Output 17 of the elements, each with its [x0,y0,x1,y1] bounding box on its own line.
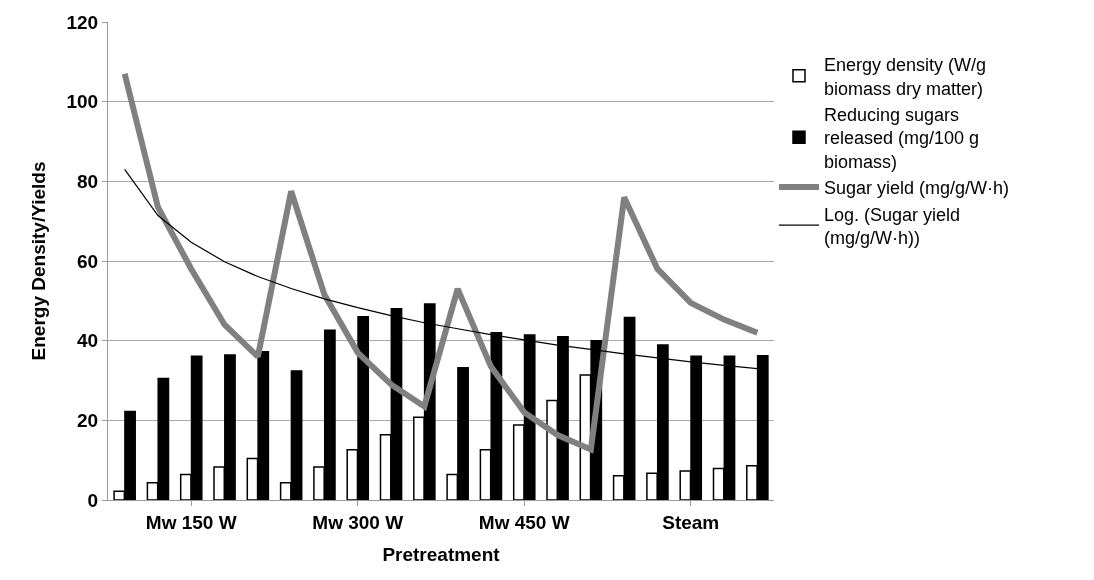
y-tick-label: 0 [87,489,99,511]
y-tick-label: 80 [77,170,99,192]
x-tick-label: Mw 150 W [145,511,237,533]
y-tick-label: 40 [77,330,99,352]
x-tick-label: Steam [662,511,720,533]
y-tick-label: 120 [66,11,99,33]
y-tick-label: 20 [77,409,99,431]
x-axis-title: Pretreatment [382,543,501,565]
x-tick-label: Mw 450 W [478,511,570,533]
legend-label: Log. (Sugar yield (mg/g/W·h)) [824,204,961,248]
legend-label: Reducing sugars released (mg/100 g biomass) [824,104,980,172]
legend-label: Energy density (W/g biomass dry matter) [824,55,987,99]
y-tick-label: 60 [77,250,99,272]
y-tick-label: 100 [66,91,99,113]
legend-label: Sugar yield (mg/g/W·h) [824,178,1010,199]
y-axis-title: Energy Density/Yields [28,161,50,361]
x-tick-label: Mw 300 W [312,511,404,533]
